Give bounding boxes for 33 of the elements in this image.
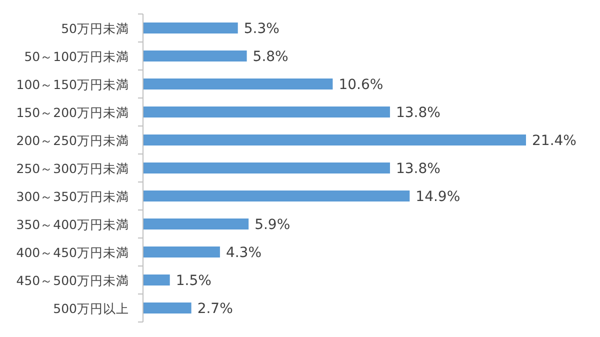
data-label: 5.3% <box>244 21 280 37</box>
bar <box>143 162 390 174</box>
y-tick-label: 300～350万円未満 <box>16 189 129 204</box>
bar <box>143 218 249 230</box>
data-label: 13.8% <box>396 161 440 177</box>
bar <box>143 22 238 34</box>
y-tick-label: 500万円以上 <box>53 301 129 316</box>
data-label: 13.8% <box>396 105 440 121</box>
bar <box>143 274 170 286</box>
y-tick-label: 100～150万円未満 <box>16 77 129 92</box>
data-label: 5.9% <box>254 217 290 233</box>
bar <box>143 78 333 90</box>
y-tick-label: 50万円未満 <box>61 21 129 36</box>
data-label: 21.4% <box>532 133 576 149</box>
y-tick-label: 150～200万円未満 <box>16 105 129 120</box>
bar <box>143 134 526 146</box>
data-label: 2.7% <box>197 301 233 317</box>
y-tick-label: 450～500万円未満 <box>16 273 129 288</box>
y-tick-label: 400～450万円未満 <box>16 245 129 260</box>
y-tick-label: 250～300万円未満 <box>16 161 129 176</box>
data-label: 14.9% <box>416 189 460 205</box>
data-label: 10.6% <box>338 77 384 93</box>
bar <box>143 190 410 202</box>
bar <box>143 246 220 258</box>
y-tick-label: 50～100万円未満 <box>24 49 129 64</box>
data-label: 4.3% <box>226 245 262 261</box>
y-tick-label: 350～400万円未満 <box>16 217 129 232</box>
bar <box>143 50 247 62</box>
data-label: 1.5% <box>176 273 212 289</box>
y-tick-label: 200～250万円未満 <box>16 133 129 148</box>
data-label: 5.8% <box>252 49 288 65</box>
bar <box>143 106 390 118</box>
bar <box>143 302 192 314</box>
